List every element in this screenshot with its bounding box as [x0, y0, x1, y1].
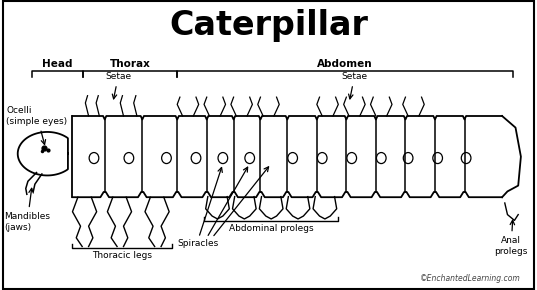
Text: Thoracic legs: Thoracic legs	[92, 251, 152, 260]
Text: Abdomen: Abdomen	[317, 59, 373, 69]
Text: ©EnchantedLearning.com: ©EnchantedLearning.com	[420, 274, 521, 283]
Text: Setae: Setae	[105, 72, 131, 99]
Text: Caterpillar: Caterpillar	[169, 9, 368, 42]
Text: Setae: Setae	[342, 72, 367, 99]
Text: Head: Head	[42, 59, 73, 69]
Text: Abdominal prolegs: Abdominal prolegs	[229, 224, 314, 233]
Text: Spiracles: Spiracles	[177, 239, 218, 248]
Text: Thorax: Thorax	[110, 59, 151, 69]
Text: Mandibles
(jaws): Mandibles (jaws)	[4, 188, 50, 231]
Text: Ocelli
(simple eyes): Ocelli (simple eyes)	[6, 106, 68, 144]
Text: Anal
prolegs: Anal prolegs	[495, 220, 528, 256]
